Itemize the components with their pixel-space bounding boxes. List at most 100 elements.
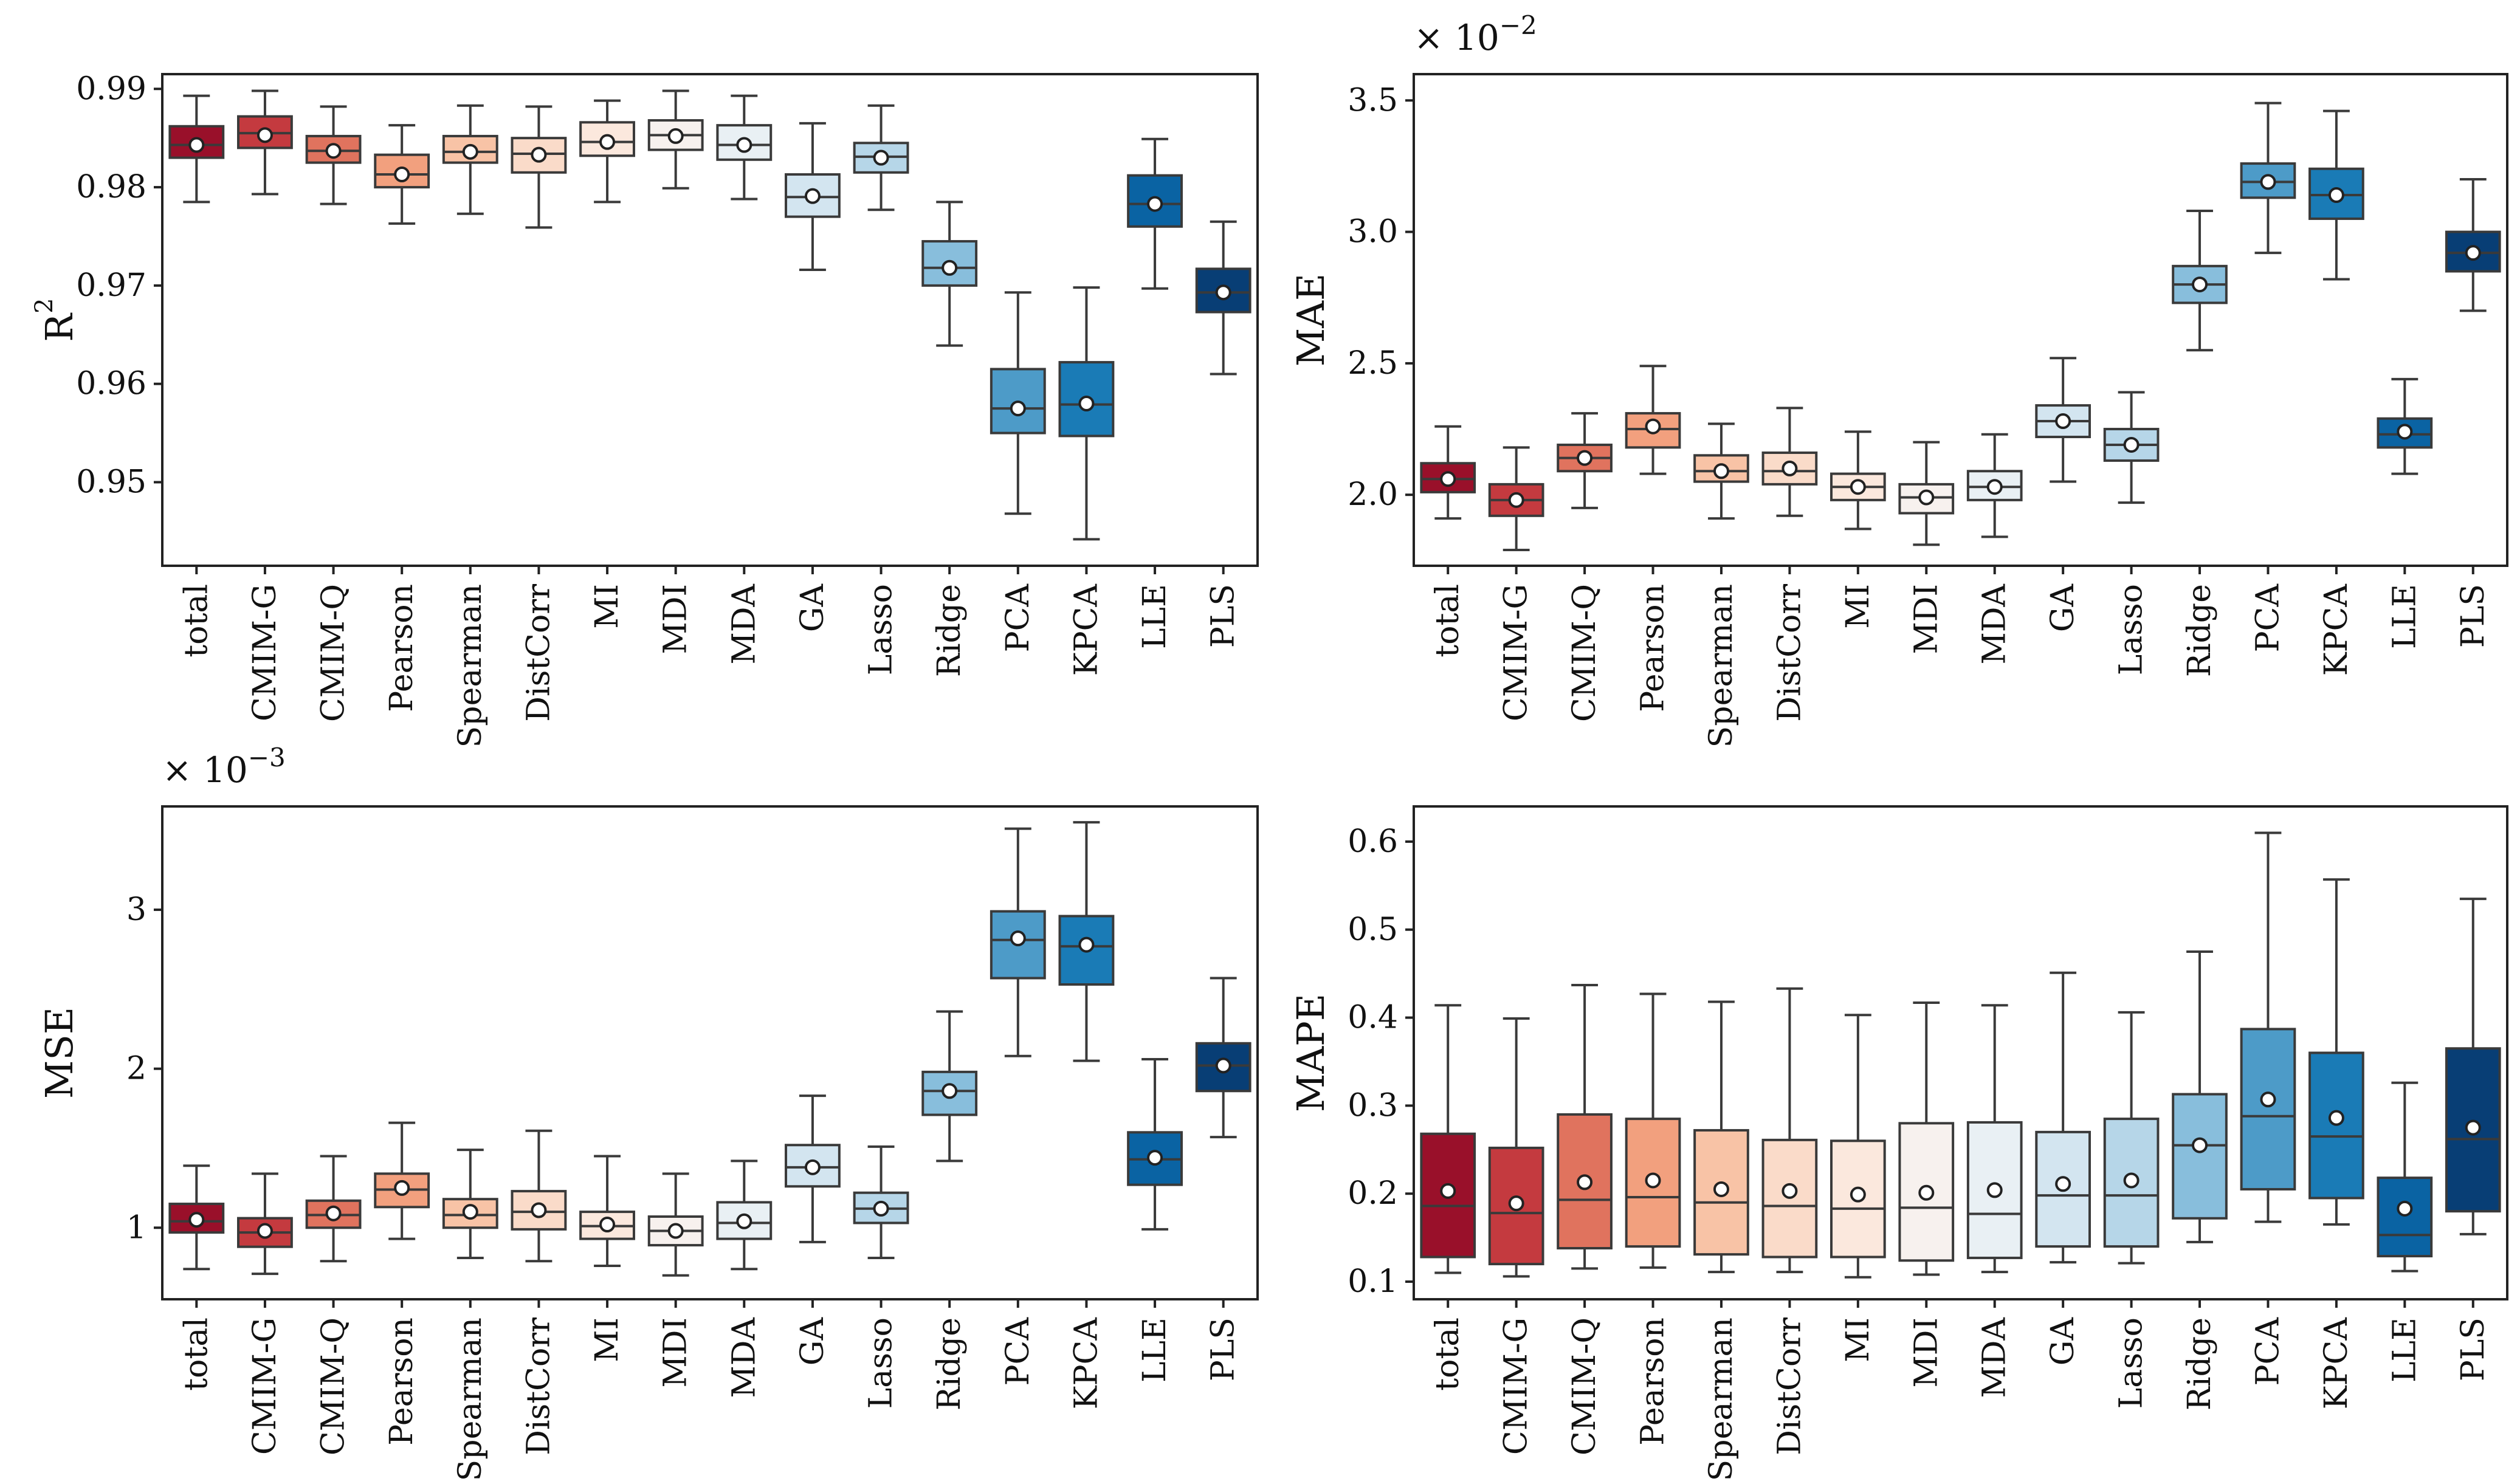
y-tick-label: 0.97 <box>76 267 146 304</box>
x-tick-label: DistCorr <box>520 584 557 722</box>
box-mdi <box>1898 441 1955 546</box>
axis-multiplier: × 10−2 <box>1414 10 1537 58</box>
x-tick-label: MI <box>589 584 625 629</box>
mean-marker <box>1918 1184 1935 1201</box>
box-mi <box>579 1155 635 1268</box>
box-lasso <box>2103 1011 2160 1265</box>
box-lasso <box>2103 391 2160 504</box>
box-ridge <box>921 201 978 347</box>
x-tick-label: Pearson <box>1635 1317 1671 1446</box>
x-tick-label: KPCA <box>2318 1317 2355 1410</box>
box-total <box>168 94 225 204</box>
axes-frame <box>1413 805 2508 1300</box>
box-spearman <box>442 1149 498 1259</box>
mean-marker <box>256 127 273 143</box>
mean-marker <box>531 1202 547 1218</box>
box-cmim-q <box>1557 983 1613 1270</box>
mean-marker <box>2465 1119 2481 1136</box>
box-cmim-q <box>305 105 362 205</box>
box-cmim-g <box>237 89 293 196</box>
x-tick-label: PCA <box>2250 583 2286 653</box>
box-lle <box>1127 137 1183 290</box>
mean-marker <box>1577 1174 1593 1190</box>
box-cmim-g <box>237 1172 293 1276</box>
box-kpca <box>2308 878 2364 1226</box>
box-total <box>1420 1004 1476 1274</box>
y-tick-label: 2.5 <box>1348 345 1398 382</box>
mean-marker <box>2055 413 2071 430</box>
y-axis-label-text: MSE <box>37 1007 81 1099</box>
mean-marker <box>1508 1195 1524 1212</box>
x-tick-label: GA <box>2045 1317 2081 1366</box>
x-tick-label: DistCorr <box>1771 584 1808 722</box>
y-axis-label-superscript: 2 <box>30 298 58 313</box>
y-axis-label-text: R <box>37 312 81 342</box>
box-total <box>168 1164 225 1271</box>
box-spearman <box>1693 422 1749 520</box>
box-total <box>1420 425 1476 520</box>
x-tick-label: Ridge <box>931 1317 968 1410</box>
mean-marker <box>531 146 547 163</box>
mean-marker <box>2397 424 2413 440</box>
mean-marker <box>1918 489 1935 506</box>
mean-marker <box>1577 450 1593 466</box>
y-tick-label: 1 <box>126 1209 146 1246</box>
box-pls <box>2445 898 2501 1235</box>
box-pca <box>990 291 1046 515</box>
iqr-box <box>2240 1028 2296 1190</box>
x-tick-label: MDI <box>658 1317 694 1387</box>
box-pls <box>2445 178 2501 312</box>
x-tick-label: KPCA <box>2318 583 2355 676</box>
box-distcorr <box>511 1129 567 1263</box>
x-tick-label: Lasso <box>863 1317 900 1409</box>
axis-multiplier-exponent: −2 <box>1499 10 1537 40</box>
box-pls <box>1195 977 1251 1139</box>
mean-marker <box>1986 1182 2003 1198</box>
x-tick-label: GA <box>794 1317 831 1366</box>
mean-marker <box>2192 1137 2208 1153</box>
iqr-box <box>579 121 635 157</box>
box-ga <box>2035 357 2091 483</box>
chart-panel-mse: total CMIM-G CMIM-Q Pearson Spearman DistCorr… <box>37 743 1259 1481</box>
mean-marker <box>2465 245 2481 261</box>
y-tick-label: 0.4 <box>1348 1000 1398 1036</box>
mean-marker <box>394 167 410 183</box>
mean-marker <box>2328 1110 2344 1126</box>
box-ridge <box>2172 950 2228 1243</box>
y-tick-label: 0.1 <box>1348 1263 1398 1300</box>
box-distcorr <box>511 105 567 229</box>
box-ga <box>785 122 841 271</box>
y-axis-label: MSE <box>37 1007 81 1099</box>
y-tick-label: 3.5 <box>1348 82 1398 119</box>
x-tick-label: CMIM-Q <box>315 584 352 722</box>
box-lle <box>2377 377 2433 475</box>
axis-multiplier: × 10−3 <box>162 743 286 791</box>
axes-frame <box>161 805 1259 1300</box>
mean-marker <box>1010 930 1026 947</box>
box-distcorr <box>1761 407 1818 517</box>
x-tick-label: CMIM-G <box>1498 584 1535 721</box>
box-mi <box>579 99 635 204</box>
mean-marker <box>1078 396 1095 412</box>
x-tick-label: MDI <box>1908 1317 1944 1387</box>
mean-marker <box>1078 936 1095 953</box>
mean-marker <box>2260 1091 2276 1108</box>
box-pls <box>1195 220 1251 376</box>
box-mdi <box>1898 1001 1955 1276</box>
mean-marker <box>256 1223 273 1239</box>
box-pearson <box>374 124 430 225</box>
mean-marker <box>1645 1172 1661 1189</box>
box-lasso <box>853 104 909 211</box>
box-mda <box>1966 433 2023 538</box>
x-tick-label: Spearman <box>452 1317 489 1481</box>
box-cmim-g <box>1488 1017 1544 1278</box>
box-distcorr <box>1761 987 1818 1274</box>
mean-marker <box>2123 436 2140 453</box>
mean-marker <box>2123 1172 2140 1189</box>
y-axis-label: R2 <box>30 298 81 342</box>
x-tick-label: Spearman <box>1703 1317 1740 1481</box>
iqr-box <box>2172 1093 2228 1220</box>
x-tick-label: Pearson <box>384 1317 420 1446</box>
iqr-box <box>2035 1130 2091 1248</box>
